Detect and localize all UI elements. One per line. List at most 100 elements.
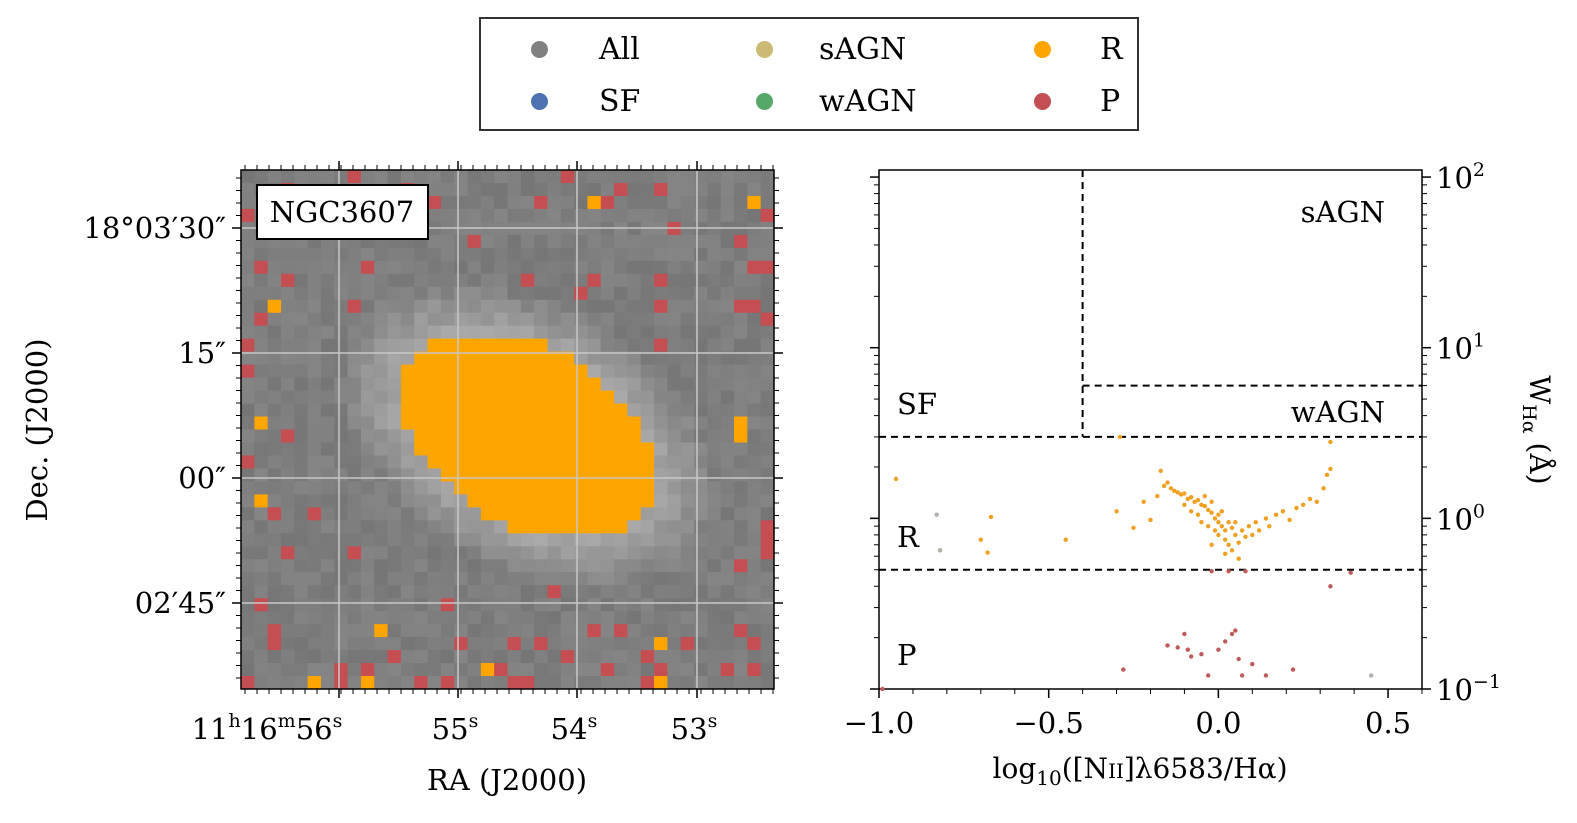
map-pixel [294, 364, 309, 379]
map-pixel [294, 468, 309, 482]
map-pixel [387, 650, 402, 664]
map-pixel [307, 416, 322, 430]
map-pixel [387, 390, 402, 404]
map-pixel [480, 533, 495, 547]
map-pixel [734, 507, 748, 521]
map-pixel [560, 377, 575, 391]
map-pixel [560, 247, 575, 262]
map-pixel [534, 351, 548, 366]
map-pixel [494, 559, 508, 573]
map-pixel [760, 312, 775, 327]
map-pixel [507, 273, 522, 288]
map-pixel [520, 338, 535, 353]
map-pixel [640, 429, 655, 443]
map-pixel [720, 195, 735, 210]
map-pixel [720, 416, 735, 430]
map-pixel [587, 325, 602, 340]
map-pixel [534, 598, 548, 612]
map-pixel [627, 299, 642, 314]
map-pixel [254, 442, 269, 456]
map-pixel [294, 273, 309, 288]
map-pixel [440, 390, 455, 404]
map-pixel [614, 546, 628, 560]
map-pixel [600, 403, 615, 417]
map-pixel [547, 299, 562, 314]
map-pixel [280, 637, 295, 651]
map-pixel [667, 611, 682, 625]
map-pixel [640, 325, 655, 340]
map-pixel [280, 299, 295, 314]
map-pixel [440, 598, 455, 612]
map-pixel [400, 273, 415, 288]
map-pixel [440, 546, 455, 560]
data-point-r [1212, 528, 1218, 533]
map-pixel [694, 468, 708, 482]
map-pixel [254, 663, 269, 677]
data-point-r [1206, 507, 1211, 513]
map-pixel [400, 299, 415, 314]
data-point-p [1229, 631, 1235, 637]
map-pixel [760, 234, 775, 249]
map-pixel [520, 377, 535, 391]
data-point-r [978, 537, 983, 542]
map-pixel [440, 429, 455, 443]
map-pixel [294, 170, 309, 184]
map-pixel [520, 481, 535, 495]
galaxy-label-box [256, 184, 429, 240]
data-point-r [1195, 497, 1201, 503]
map-pixel [707, 494, 722, 508]
map-pixel [307, 533, 322, 547]
map-pixel [760, 273, 775, 288]
map-pixel [654, 559, 668, 573]
map-pixel [560, 442, 575, 456]
map-pixel [494, 260, 508, 275]
data-point-r [1175, 490, 1180, 495]
map-pixel [640, 377, 655, 391]
map-pixel [320, 442, 335, 456]
data-point-r [1294, 505, 1299, 511]
map-pixel [307, 520, 322, 534]
map-pixel [480, 195, 495, 210]
map-pixel [347, 507, 362, 521]
map-pixel [507, 455, 522, 469]
map-pixel [294, 650, 309, 664]
map-pixel [294, 546, 309, 560]
map-pixel [520, 637, 535, 651]
data-point-r [1178, 492, 1184, 497]
map-pixel [467, 650, 482, 664]
map-pixel [614, 195, 628, 210]
map-pixel [387, 559, 402, 573]
map-pixel [334, 611, 348, 625]
map-pixel [680, 663, 695, 677]
map-pixel [747, 325, 762, 340]
data-point-r [1273, 512, 1279, 517]
map-pixel [507, 637, 522, 651]
map-pixel [347, 611, 362, 625]
map-pixel [320, 585, 335, 599]
map-pixel [241, 572, 255, 586]
map-pixel [520, 624, 535, 638]
map-pixel [467, 676, 482, 690]
map-pixel [680, 637, 695, 651]
map-pixel [574, 507, 588, 521]
map-pixel [280, 624, 295, 638]
map-pixel [627, 533, 642, 547]
map-pixel [587, 494, 602, 508]
map-pixel [347, 351, 362, 366]
whan-frame [878, 169, 1423, 690]
map-pixel [694, 377, 708, 391]
map-pixel [467, 338, 482, 353]
map-pixel [520, 208, 535, 223]
data-point-r [1256, 528, 1262, 533]
map-pixel [440, 624, 455, 638]
map-pixel [520, 390, 535, 404]
map-pixel [440, 572, 455, 586]
map-pixel [534, 468, 548, 482]
map-pixel [654, 676, 668, 690]
map-pixel [760, 546, 775, 560]
map-pixel [654, 650, 668, 664]
map-pixel [734, 676, 748, 690]
map-pixel [454, 572, 468, 586]
map-pixel [747, 195, 762, 210]
map-pixel [520, 416, 535, 430]
